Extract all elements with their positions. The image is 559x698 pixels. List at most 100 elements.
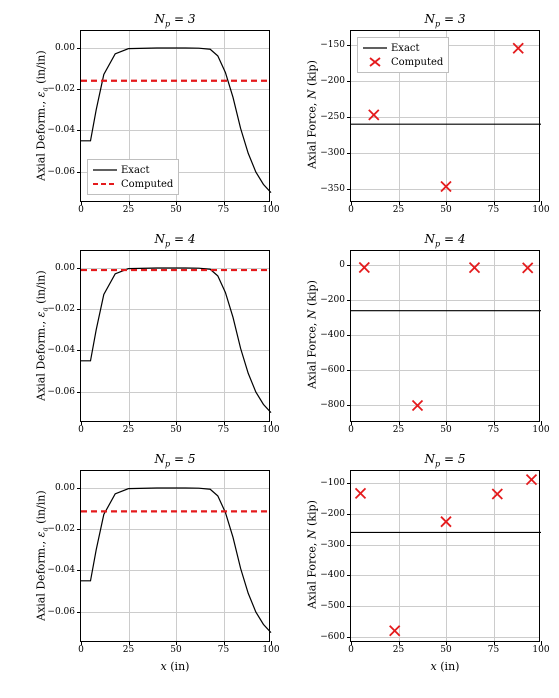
plot-area: 0255075100−0.06−0.04−0.020.00 xyxy=(80,470,270,642)
y-tick-label: −300 xyxy=(320,540,345,550)
y-tick-label: −500 xyxy=(320,601,345,611)
panel-title: Np = 4 xyxy=(135,232,215,248)
y-tick-label: −150 xyxy=(320,40,345,50)
x-tick-label: 75 xyxy=(218,645,229,655)
panel-title: Np = 5 xyxy=(135,452,215,468)
chart-panel: Np = 5Axial Force, N (kip)0255075100−600… xyxy=(350,470,540,642)
y-tick-label: −200 xyxy=(320,76,345,86)
y-tick-label: −600 xyxy=(320,632,345,642)
y-tick-label: −0.02 xyxy=(47,84,75,94)
y-tick-label: 0.00 xyxy=(55,483,75,493)
computed-marker xyxy=(441,182,451,192)
y-axis-label: Axial Force, N (kip) xyxy=(306,255,319,415)
plot-area: 0255075100−800−600−400−2000 xyxy=(350,250,540,422)
legend: ExactComputed xyxy=(357,37,449,73)
x-tick-label: 50 xyxy=(170,425,181,435)
x-tick-label: 25 xyxy=(123,645,134,655)
y-tick-label: −300 xyxy=(320,148,345,158)
chart-panel: Np = 4Axial Force, N (kip)0255075100−800… xyxy=(350,250,540,422)
legend: Exact Computed xyxy=(87,159,179,195)
y-tick-label: −400 xyxy=(320,330,345,340)
y-tick-label: −100 xyxy=(320,478,345,488)
y-tick-label: −800 xyxy=(320,400,345,410)
y-axis-label: Axial Force, N (kip) xyxy=(306,35,319,195)
legend-entry-exact: Exact xyxy=(93,163,173,177)
computed-marker xyxy=(390,626,400,636)
x-tick-label: 75 xyxy=(218,205,229,215)
y-axis-label: Axial Force, N (kip) xyxy=(306,475,319,635)
x-tick-label: 100 xyxy=(532,205,549,215)
x-tick-label: 100 xyxy=(262,425,279,435)
y-tick-label: −0.06 xyxy=(47,167,75,177)
panel-title: Np = 3 xyxy=(135,12,215,28)
y-tick-label: −0.06 xyxy=(47,607,75,617)
x-axis-label: x (in) xyxy=(420,660,470,673)
y-tick-label: −200 xyxy=(320,509,345,519)
x-tick-label: 25 xyxy=(393,645,404,655)
plot-area: 0255075100−350−300−250−200−150ExactCompu… xyxy=(350,30,540,202)
x-tick-label: 0 xyxy=(348,645,354,655)
x-tick-label: 0 xyxy=(78,425,84,435)
chart-panel: Np = 3Axial Force, N (kip)0255075100−350… xyxy=(350,30,540,202)
computed-marker xyxy=(527,475,537,485)
x-tick-label: 0 xyxy=(348,205,354,215)
y-tick-label: −0.04 xyxy=(47,125,75,135)
x-tick-label: 75 xyxy=(488,645,499,655)
y-tick-label: −0.06 xyxy=(47,387,75,397)
x-tick-label: 50 xyxy=(170,645,181,655)
y-tick-label: −350 xyxy=(320,184,345,194)
legend-entry-computed: Computed xyxy=(363,55,443,69)
y-tick-label: −0.04 xyxy=(47,345,75,355)
x-tick-label: 50 xyxy=(440,205,451,215)
plot-area: 0255075100−0.06−0.04−0.020.00ExactComput… xyxy=(80,30,270,202)
y-tick-label: −600 xyxy=(320,365,345,375)
x-tick-label: 25 xyxy=(393,425,404,435)
y-tick-label: −0.02 xyxy=(47,304,75,314)
chart-panel: Np = 4Axial Deform., εa (in/in)025507510… xyxy=(80,250,270,422)
x-tick-label: 100 xyxy=(262,645,279,655)
legend-entry-exact: Exact xyxy=(363,41,443,55)
y-tick-label: 0 xyxy=(339,260,345,270)
x-tick-label: 100 xyxy=(532,425,549,435)
x-tick-label: 0 xyxy=(348,425,354,435)
legend-label: Exact xyxy=(121,165,150,176)
x-tick-label: 50 xyxy=(440,645,451,655)
legend-label: Exact xyxy=(391,43,420,54)
x-tick-label: 50 xyxy=(440,425,451,435)
exact-line xyxy=(81,488,271,633)
x-axis-label: x (in) xyxy=(150,660,200,673)
y-tick-label: −0.04 xyxy=(47,565,75,575)
chart-panel: Np = 5Axial Deform., εa (in/in)025507510… xyxy=(80,470,270,642)
legend-label: Computed xyxy=(121,179,173,190)
chart-panel: Np = 3Axial Deform., εa (in/in)025507510… xyxy=(80,30,270,202)
computed-marker xyxy=(356,488,366,498)
x-tick-label: 100 xyxy=(262,205,279,215)
x-tick-label: 75 xyxy=(218,425,229,435)
computed-marker xyxy=(369,110,379,120)
x-tick-label: 0 xyxy=(78,645,84,655)
computed-marker xyxy=(359,262,369,272)
legend-entry-computed: Computed xyxy=(93,177,173,191)
computed-marker xyxy=(470,263,480,273)
y-tick-label: −250 xyxy=(320,112,345,122)
computed-marker xyxy=(441,517,451,527)
computed-marker xyxy=(413,400,423,410)
exact-line xyxy=(81,268,271,413)
y-tick-label: −200 xyxy=(320,295,345,305)
x-tick-label: 0 xyxy=(78,205,84,215)
x-tick-label: 100 xyxy=(532,645,549,655)
panel-title: Np = 3 xyxy=(405,12,485,28)
y-tick-label: −400 xyxy=(320,570,345,580)
y-tick-label: 0.00 xyxy=(55,43,75,53)
y-tick-label: −0.02 xyxy=(47,524,75,534)
x-tick-label: 75 xyxy=(488,205,499,215)
x-tick-label: 25 xyxy=(123,425,134,435)
y-tick-label: 0.00 xyxy=(55,263,75,273)
x-tick-label: 75 xyxy=(488,425,499,435)
computed-marker xyxy=(523,263,533,273)
plot-area: 0255075100−600−500−400−300−200−100 xyxy=(350,470,540,642)
x-tick-label: 25 xyxy=(123,205,134,215)
plot-area: 0255075100−0.06−0.04−0.020.00 xyxy=(80,250,270,422)
computed-marker xyxy=(492,489,502,499)
computed-marker xyxy=(513,43,523,53)
